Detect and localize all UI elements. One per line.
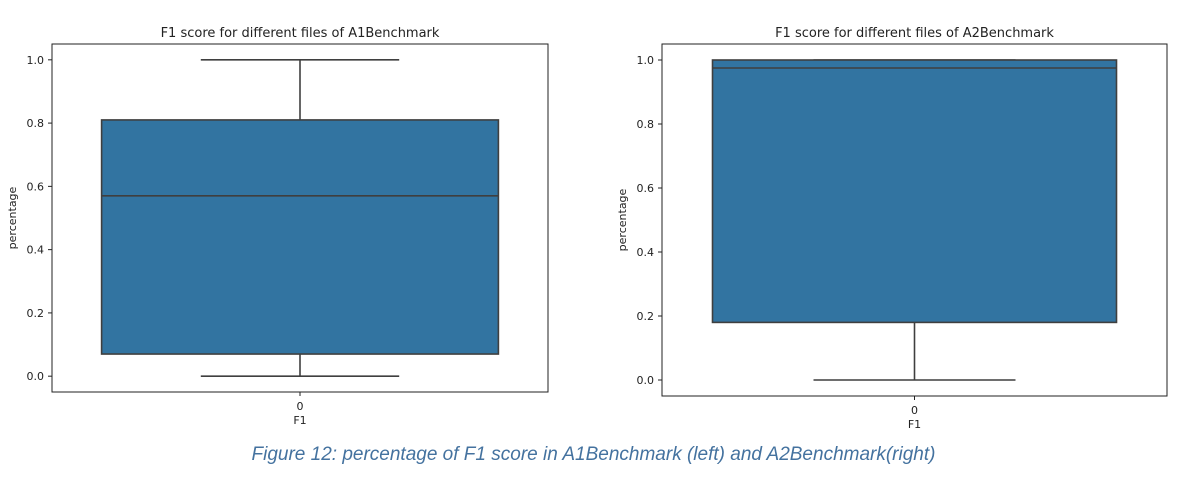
y-tick-label: 0.6	[27, 180, 45, 193]
chart-left: F1 score for different files of A1Benchm…	[6, 26, 549, 427]
x-tick-label: 0	[297, 400, 304, 413]
y-tick-label: 0.0	[27, 370, 45, 383]
y-axis-label: percentage	[6, 186, 19, 249]
x-axis-label: F1	[293, 414, 306, 427]
y-tick-label: 0.6	[637, 182, 655, 195]
iqr-box	[100, 119, 500, 355]
y-tick-label: 0.2	[637, 310, 655, 323]
y-tick-label: 0.4	[27, 244, 45, 257]
x-axis-label: F1	[908, 418, 921, 431]
y-tick-label: 0.0	[637, 374, 655, 387]
y-tick-label: 1.0	[637, 54, 655, 67]
iqr-box	[711, 59, 1118, 324]
y-axis-label: percentage	[616, 188, 629, 251]
figure-caption: Figure 12: percentage of F1 score in A1B…	[251, 444, 936, 465]
y-tick-label: 0.2	[27, 307, 45, 320]
x-tick-label: 0	[911, 404, 918, 417]
y-tick-label: 0.8	[637, 118, 655, 131]
y-tick-label: 1.0	[27, 54, 45, 67]
y-tick-label: 0.8	[27, 117, 45, 130]
chart-title: F1 score for different files of A2Benchm…	[775, 26, 1054, 41]
chart-right: F1 score for different files of A2Benchm…	[616, 26, 1168, 431]
chart-title: F1 score for different files of A1Benchm…	[161, 26, 440, 41]
y-tick-label: 0.4	[637, 246, 655, 259]
